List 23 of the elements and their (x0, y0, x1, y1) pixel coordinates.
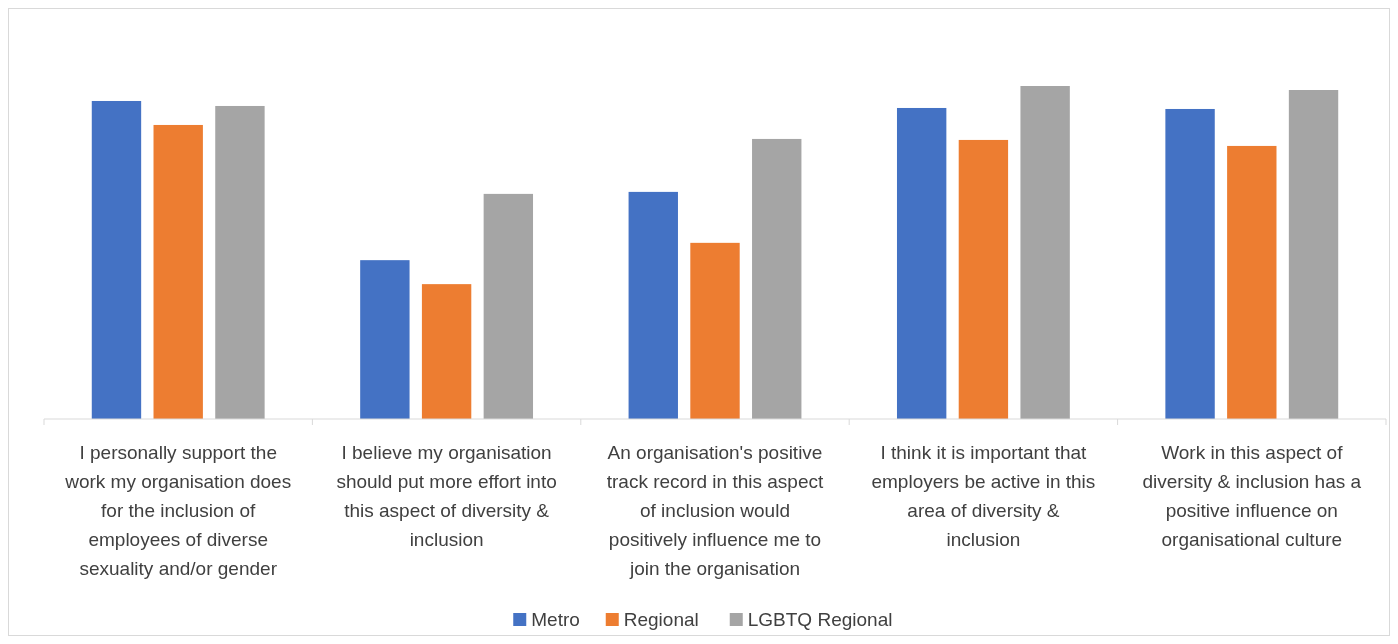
bar (421, 284, 472, 419)
x-tick-label: I personally support the work my organisation does for the inclusion of employees of diverse sexuality and/or gender (64, 442, 292, 579)
x-tick-label: An organisation's positive track record in this aspect of inclusion would positively influence me to join the organisation (606, 442, 824, 579)
legend-label: Metro (531, 609, 580, 630)
bar (153, 124, 203, 419)
bar (896, 107, 947, 419)
x-tick-label: I believe my organisation should put more effort into this aspect of diversity & inclusion (336, 442, 557, 550)
bar (1165, 108, 1215, 419)
bar (215, 105, 265, 419)
bar (752, 138, 802, 419)
bar (958, 139, 1009, 419)
bar (91, 100, 142, 419)
bar (690, 242, 740, 419)
bar (360, 260, 410, 419)
x-tick-label: Work in this aspect of diversity & inclusion has a positive influence on organisational culture (1142, 442, 1362, 550)
legend-label: Regional (623, 609, 699, 630)
bar (1227, 145, 1277, 419)
legend-label: LGBTQ Regional (747, 609, 893, 630)
bar (483, 193, 534, 419)
bar (1288, 90, 1339, 419)
bar (1020, 86, 1070, 419)
x-tick-label: I think it is important that employers be active in this area of diversity & inclusion (871, 442, 1096, 550)
bar (628, 191, 678, 419)
